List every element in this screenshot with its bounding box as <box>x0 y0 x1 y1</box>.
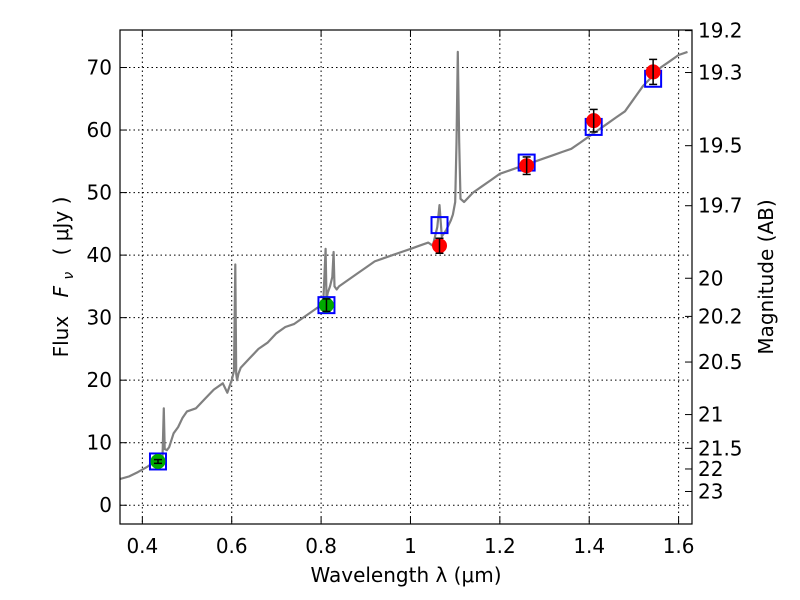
photometry-square <box>430 216 449 235</box>
x-tick-label: 1.4 <box>573 534 605 558</box>
y-tick-label: 60 <box>87 118 112 142</box>
y-tick-label: 70 <box>87 56 112 80</box>
markers-layer <box>148 58 663 471</box>
x-axis-label: Wavelength λ (μm) <box>310 563 501 587</box>
mag-tick-label: 23 <box>698 479 723 503</box>
x-tick-label: 1.2 <box>484 534 516 558</box>
mag-tick-label: 19.5 <box>698 134 743 158</box>
x-tick-label: 1 <box>404 534 417 558</box>
mag-tick-label: 22 <box>698 457 723 481</box>
x-tick-label: 0.8 <box>305 534 337 558</box>
x-tick-label: 0.6 <box>216 534 248 558</box>
mag-tick-label: 21 <box>698 403 723 427</box>
x-tick-label: 0.4 <box>126 534 158 558</box>
y-tick-label: 20 <box>87 368 112 392</box>
mag-tick-label: 20.2 <box>698 304 743 328</box>
x-tick-label: 1.6 <box>663 534 695 558</box>
grid-lines <box>120 30 692 524</box>
y-axis-label-symbol: F <box>49 285 73 297</box>
mag-tick-label: 20.5 <box>698 350 743 374</box>
y-axis-label: Flux F ν ( μJy ) <box>49 197 78 358</box>
y-tick-label: 10 <box>87 431 112 455</box>
spectrum-layer <box>120 50 688 481</box>
y-axis-label-unit: ( μJy ) <box>49 197 73 256</box>
y2-axis-label: Magnitude (AB) <box>754 199 778 354</box>
spectrum-line <box>120 50 688 481</box>
ticks-layer: 0.4 0.6 0.8 1 1.2 1.4 1.6 0 10 20 30 40 50 60 70 19.2 19… <box>87 19 743 558</box>
y-tick-label: 50 <box>87 181 112 205</box>
plot-frame <box>119 29 693 525</box>
y-tick-label: 30 <box>87 306 112 330</box>
mag-tick-label: 19.7 <box>698 194 743 218</box>
photometry-square <box>148 452 167 471</box>
photometry-square <box>317 296 336 315</box>
y-tick-label: 40 <box>87 243 112 267</box>
y-axis-label-subscript: ν <box>61 272 77 280</box>
y-tick-label: 0 <box>99 493 112 517</box>
y-axis-label-prefix: Flux <box>49 316 73 358</box>
mag-tick-label: 19.3 <box>698 61 743 85</box>
mag-tick-label: 19.2 <box>698 19 743 43</box>
mag-tick-label: 20 <box>698 266 723 290</box>
mag-tick-label: 21.5 <box>698 436 743 460</box>
